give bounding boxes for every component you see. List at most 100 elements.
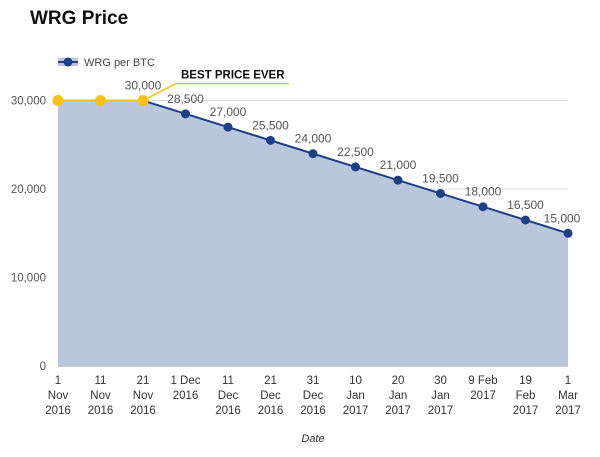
x-tick-line: 21 — [264, 375, 277, 387]
data-label: 19,500 — [422, 171, 459, 185]
data-label: 22,500 — [337, 145, 374, 159]
data-point — [95, 95, 106, 107]
x-tick-line: 31 — [307, 375, 320, 387]
x-tick-line: 2017 — [470, 390, 496, 402]
data-point — [393, 175, 403, 185]
x-tick-line: 11 — [95, 375, 107, 387]
x-tick-line: 20 — [392, 375, 405, 387]
x-axis-ticks: 1 Nov 2016 11 Nov 2016 21 Nov 2016 1 Dec 2016 11 Dec… — [45, 375, 581, 417]
y-tick-label: 30,000 — [11, 96, 46, 108]
x-tick-line: 10 — [349, 375, 362, 387]
data-point — [266, 135, 275, 145]
data-label: 27,000 — [210, 105, 247, 119]
x-tick-line: 30 — [434, 375, 447, 387]
x-tick-label: 1 Mar 2017 — [555, 375, 581, 417]
x-tick-line: 2016 — [215, 405, 241, 417]
x-tick-line: 2016 — [300, 405, 326, 417]
x-tick-line: 19 — [519, 375, 532, 387]
legend-label: WRG per BTC — [84, 57, 155, 69]
series-line-segment — [355, 165, 399, 182]
x-tick-label: 19 Feb 2017 — [513, 375, 539, 417]
x-tick-label: 11 Dec 2016 — [215, 375, 241, 417]
series-line-segment — [227, 126, 271, 142]
series-line-segment — [185, 112, 229, 129]
x-tick-line: Mar — [558, 390, 578, 402]
y-tick-label: 20,000 — [11, 184, 46, 196]
data-point — [308, 149, 318, 159]
chart-title: WRG Price — [30, 8, 128, 29]
data-point — [478, 202, 488, 212]
x-tick-line: 2017 — [385, 405, 411, 417]
x-tick-label: 21 Nov 2016 — [130, 375, 156, 417]
data-point — [52, 95, 64, 107]
x-tick-line: 9 Feb — [468, 375, 497, 387]
area-fill — [58, 100, 568, 366]
x-tick-line: Nov — [48, 390, 69, 402]
x-tick-line: 2016 — [45, 405, 71, 417]
x-tick-line: 11 — [222, 375, 234, 387]
data-point — [563, 228, 573, 238]
x-tick-line: Feb — [516, 390, 536, 402]
legend-marker — [63, 57, 73, 67]
x-tick-label: 21 Dec 2016 — [258, 375, 284, 417]
annotation-connector — [142, 82, 289, 102]
series-line-segment — [142, 99, 186, 115]
data-point — [223, 122, 233, 132]
annotation: BEST PRICE EVER — [142, 70, 289, 102]
x-tick-line: 2017 — [555, 405, 581, 417]
data-label: 15,000 — [544, 211, 581, 225]
x-tick-line: Nov — [90, 390, 111, 402]
data-labels: 30,000 28,500 27,000 25,500 24,000 22,500 21,0… — [125, 79, 581, 226]
x-tick-line: 2017 — [343, 405, 369, 417]
data-point — [436, 188, 445, 198]
x-tick-line: 1 — [565, 375, 571, 387]
x-tick-label: 9 Feb 2017 — [468, 375, 497, 402]
x-tick-line: 1 — [55, 375, 61, 387]
x-tick-line: Nov — [133, 390, 154, 402]
legend: WRG per BTC — [58, 57, 155, 69]
x-tick-label: 1 Dec 2016 — [170, 375, 200, 402]
x-tick-line: Jan — [431, 390, 450, 402]
data-point — [351, 162, 360, 172]
y-tick-label: 0 — [40, 361, 46, 373]
data-label: 25,500 — [252, 118, 289, 132]
x-tick-label: 10 Jan 2017 — [343, 375, 369, 417]
data-point — [181, 109, 190, 119]
x-axis-label: Date — [301, 433, 324, 445]
data-points — [52, 95, 573, 238]
x-tick-line: 2016 — [88, 405, 114, 417]
y-axis-ticks: 0 10,000 20,000 30,000 — [11, 96, 46, 373]
x-tick-line: 1 Dec — [170, 375, 200, 387]
series-line-segment — [440, 192, 484, 208]
series-line-segment — [270, 139, 314, 155]
x-tick-line: 21 — [137, 375, 150, 387]
data-label: 30,000 — [125, 79, 162, 93]
x-tick-line: 2017 — [428, 405, 454, 417]
annotation-label: BEST PRICE EVER — [181, 70, 285, 82]
x-tick-label: 31 Dec 2016 — [300, 375, 326, 417]
data-label: 28,500 — [167, 92, 204, 106]
data-label: 16,500 — [507, 198, 544, 212]
x-tick-line: Dec — [218, 390, 239, 402]
series-area — [58, 100, 568, 366]
data-label: 24,000 — [295, 132, 332, 146]
x-tick-label: 1 Nov 2016 — [45, 375, 71, 417]
series-line-segment — [397, 179, 441, 195]
x-tick-line: Jan — [389, 390, 408, 402]
series-line-segment — [482, 205, 526, 221]
x-tick-line: 2016 — [130, 405, 156, 417]
x-tick-line: 2017 — [513, 405, 539, 417]
data-point — [521, 215, 530, 225]
x-tick-line: 2016 — [173, 390, 199, 402]
x-tick-label: 11 Nov 2016 — [88, 375, 114, 417]
x-tick-label: 20 Jan 2017 — [385, 375, 411, 417]
x-tick-line: Dec — [260, 390, 281, 402]
series-lines — [58, 99, 569, 235]
y-tick-label: 10,000 — [11, 273, 46, 285]
data-label: 18,000 — [465, 185, 502, 199]
x-tick-line: 2016 — [258, 405, 284, 417]
x-tick-line: Dec — [303, 390, 324, 402]
data-point — [137, 95, 149, 107]
data-label: 21,000 — [380, 158, 417, 172]
